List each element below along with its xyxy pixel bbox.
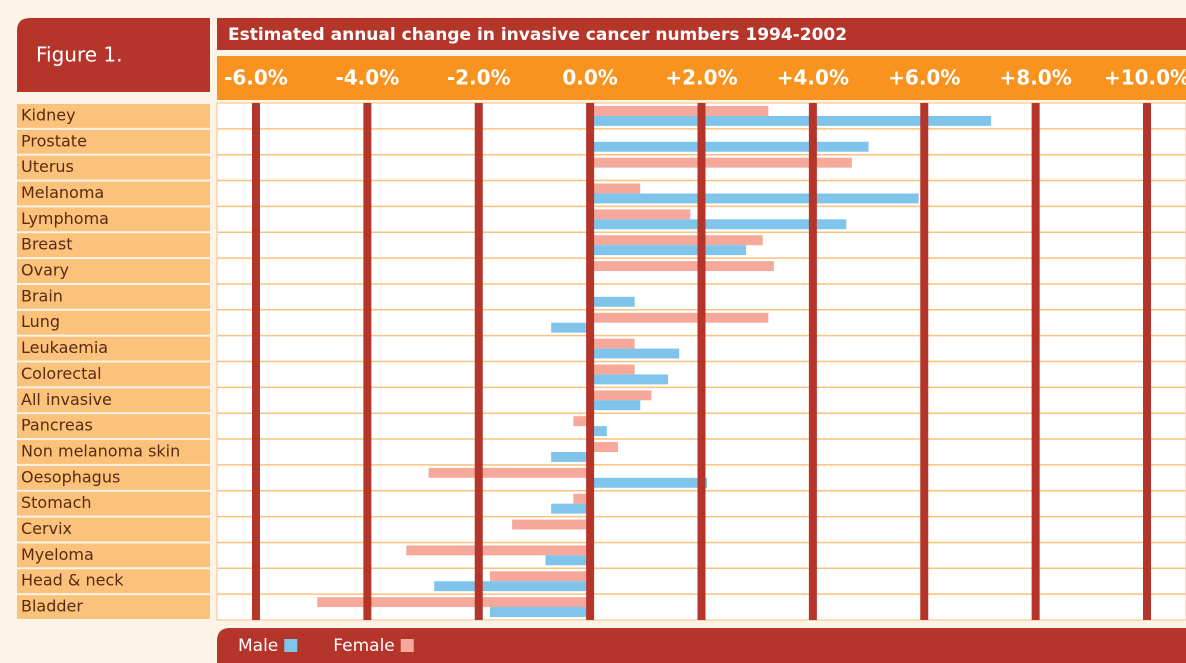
x-tick-label: -6.0% [224,66,288,90]
category-label: Lymphoma [21,209,109,228]
bar [551,322,591,333]
bar [590,261,774,272]
bar [590,390,652,401]
category-box [17,465,210,490]
bar [590,157,852,168]
bar [434,581,591,592]
bar [489,607,591,617]
bar [317,597,591,608]
x-tick-label: +2.0% [665,66,737,90]
legend-bar [217,628,1186,663]
bar [590,374,669,385]
category-label: Bladder [21,597,83,616]
category-box [17,491,210,516]
bar [590,400,641,411]
category-box [17,284,210,309]
bar [590,442,618,452]
chart-title: Estimated annual change in invasive canc… [228,25,847,45]
x-tick-label: +4.0% [777,66,849,90]
category-label: Non melanoma skin [21,441,180,460]
x-tick-label: +8.0% [1000,66,1072,90]
category-box [17,388,210,413]
bar [590,209,691,220]
category-label: Cervix [21,519,72,538]
category-label: Oesophagus [21,467,120,486]
category-label: Uterus [21,157,74,176]
x-tick-label: -2.0% [447,66,511,90]
category-box [17,104,210,128]
category-box [17,181,210,206]
bar [590,141,869,152]
x-tick-label: +6.0% [888,66,960,90]
category-label: Stomach [21,493,92,512]
bar [590,245,747,256]
bar [545,555,591,566]
legend-swatch [400,639,414,652]
category-label: Brain [21,286,63,305]
bar [590,183,641,194]
bar [489,571,591,582]
legend-label: Female [333,636,394,656]
category-label: Pancreas [21,416,93,435]
legend-swatch [284,639,298,652]
bar [573,416,591,427]
category-label: Leukaemia [21,338,108,357]
category-box [17,362,210,387]
bar [590,477,708,488]
bar [512,519,591,530]
bar [590,235,763,246]
category-label: Head & neck [21,571,124,590]
x-tick-label: -4.0% [335,66,399,90]
category-box [17,129,210,154]
x-tick-label: +10.0% [1104,66,1186,90]
bar [573,493,591,504]
title-bar [217,18,1186,50]
category-label: Prostate [21,131,87,150]
legend-label: Male [238,636,278,656]
bar [590,193,919,204]
bar [590,338,635,349]
bar [590,219,847,230]
category-box [17,155,210,180]
category-box [17,310,210,335]
category-label: Breast [21,235,72,254]
bar [590,312,769,323]
category-label: Ovary [21,261,69,280]
category-label: Lung [21,312,60,331]
category-label: Colorectal [21,364,102,383]
bar [406,545,591,556]
bar [551,451,591,462]
bar [590,426,607,437]
category-box [17,517,210,542]
bar [590,364,635,375]
category-box [17,259,210,283]
bar [590,296,635,307]
category-label: Melanoma [21,183,104,202]
tick-band [217,56,1186,100]
category-box [17,233,210,258]
category-box [17,336,210,361]
category-box [17,543,210,568]
category-label: Myeloma [21,545,94,564]
category-box [17,414,210,439]
figure-box [17,18,210,92]
category-box [17,569,210,594]
bar [590,106,769,116]
figure-label: Figure 1. [36,43,123,67]
category-box [17,207,210,232]
bar [590,348,680,359]
bar [428,467,591,478]
x-tick-label: 0.0% [562,66,617,90]
category-label: Kidney [21,105,76,124]
bar [551,503,591,514]
bar [590,115,992,126]
category-label: All invasive [21,390,112,409]
category-box [17,595,210,619]
category-box [17,440,210,464]
